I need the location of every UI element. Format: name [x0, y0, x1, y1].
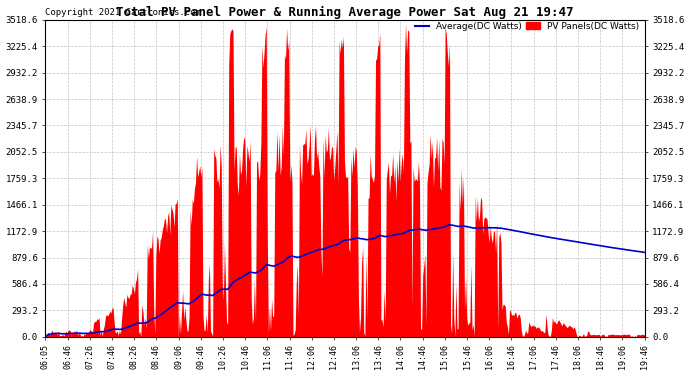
Text: Copyright 2021 Cartronics.com: Copyright 2021 Cartronics.com: [46, 8, 201, 16]
Title: Total PV Panel Power & Running Average Power Sat Aug 21 19:47: Total PV Panel Power & Running Average P…: [116, 6, 574, 19]
Legend: Average(DC Watts), PV Panels(DC Watts): Average(DC Watts), PV Panels(DC Watts): [414, 21, 640, 32]
